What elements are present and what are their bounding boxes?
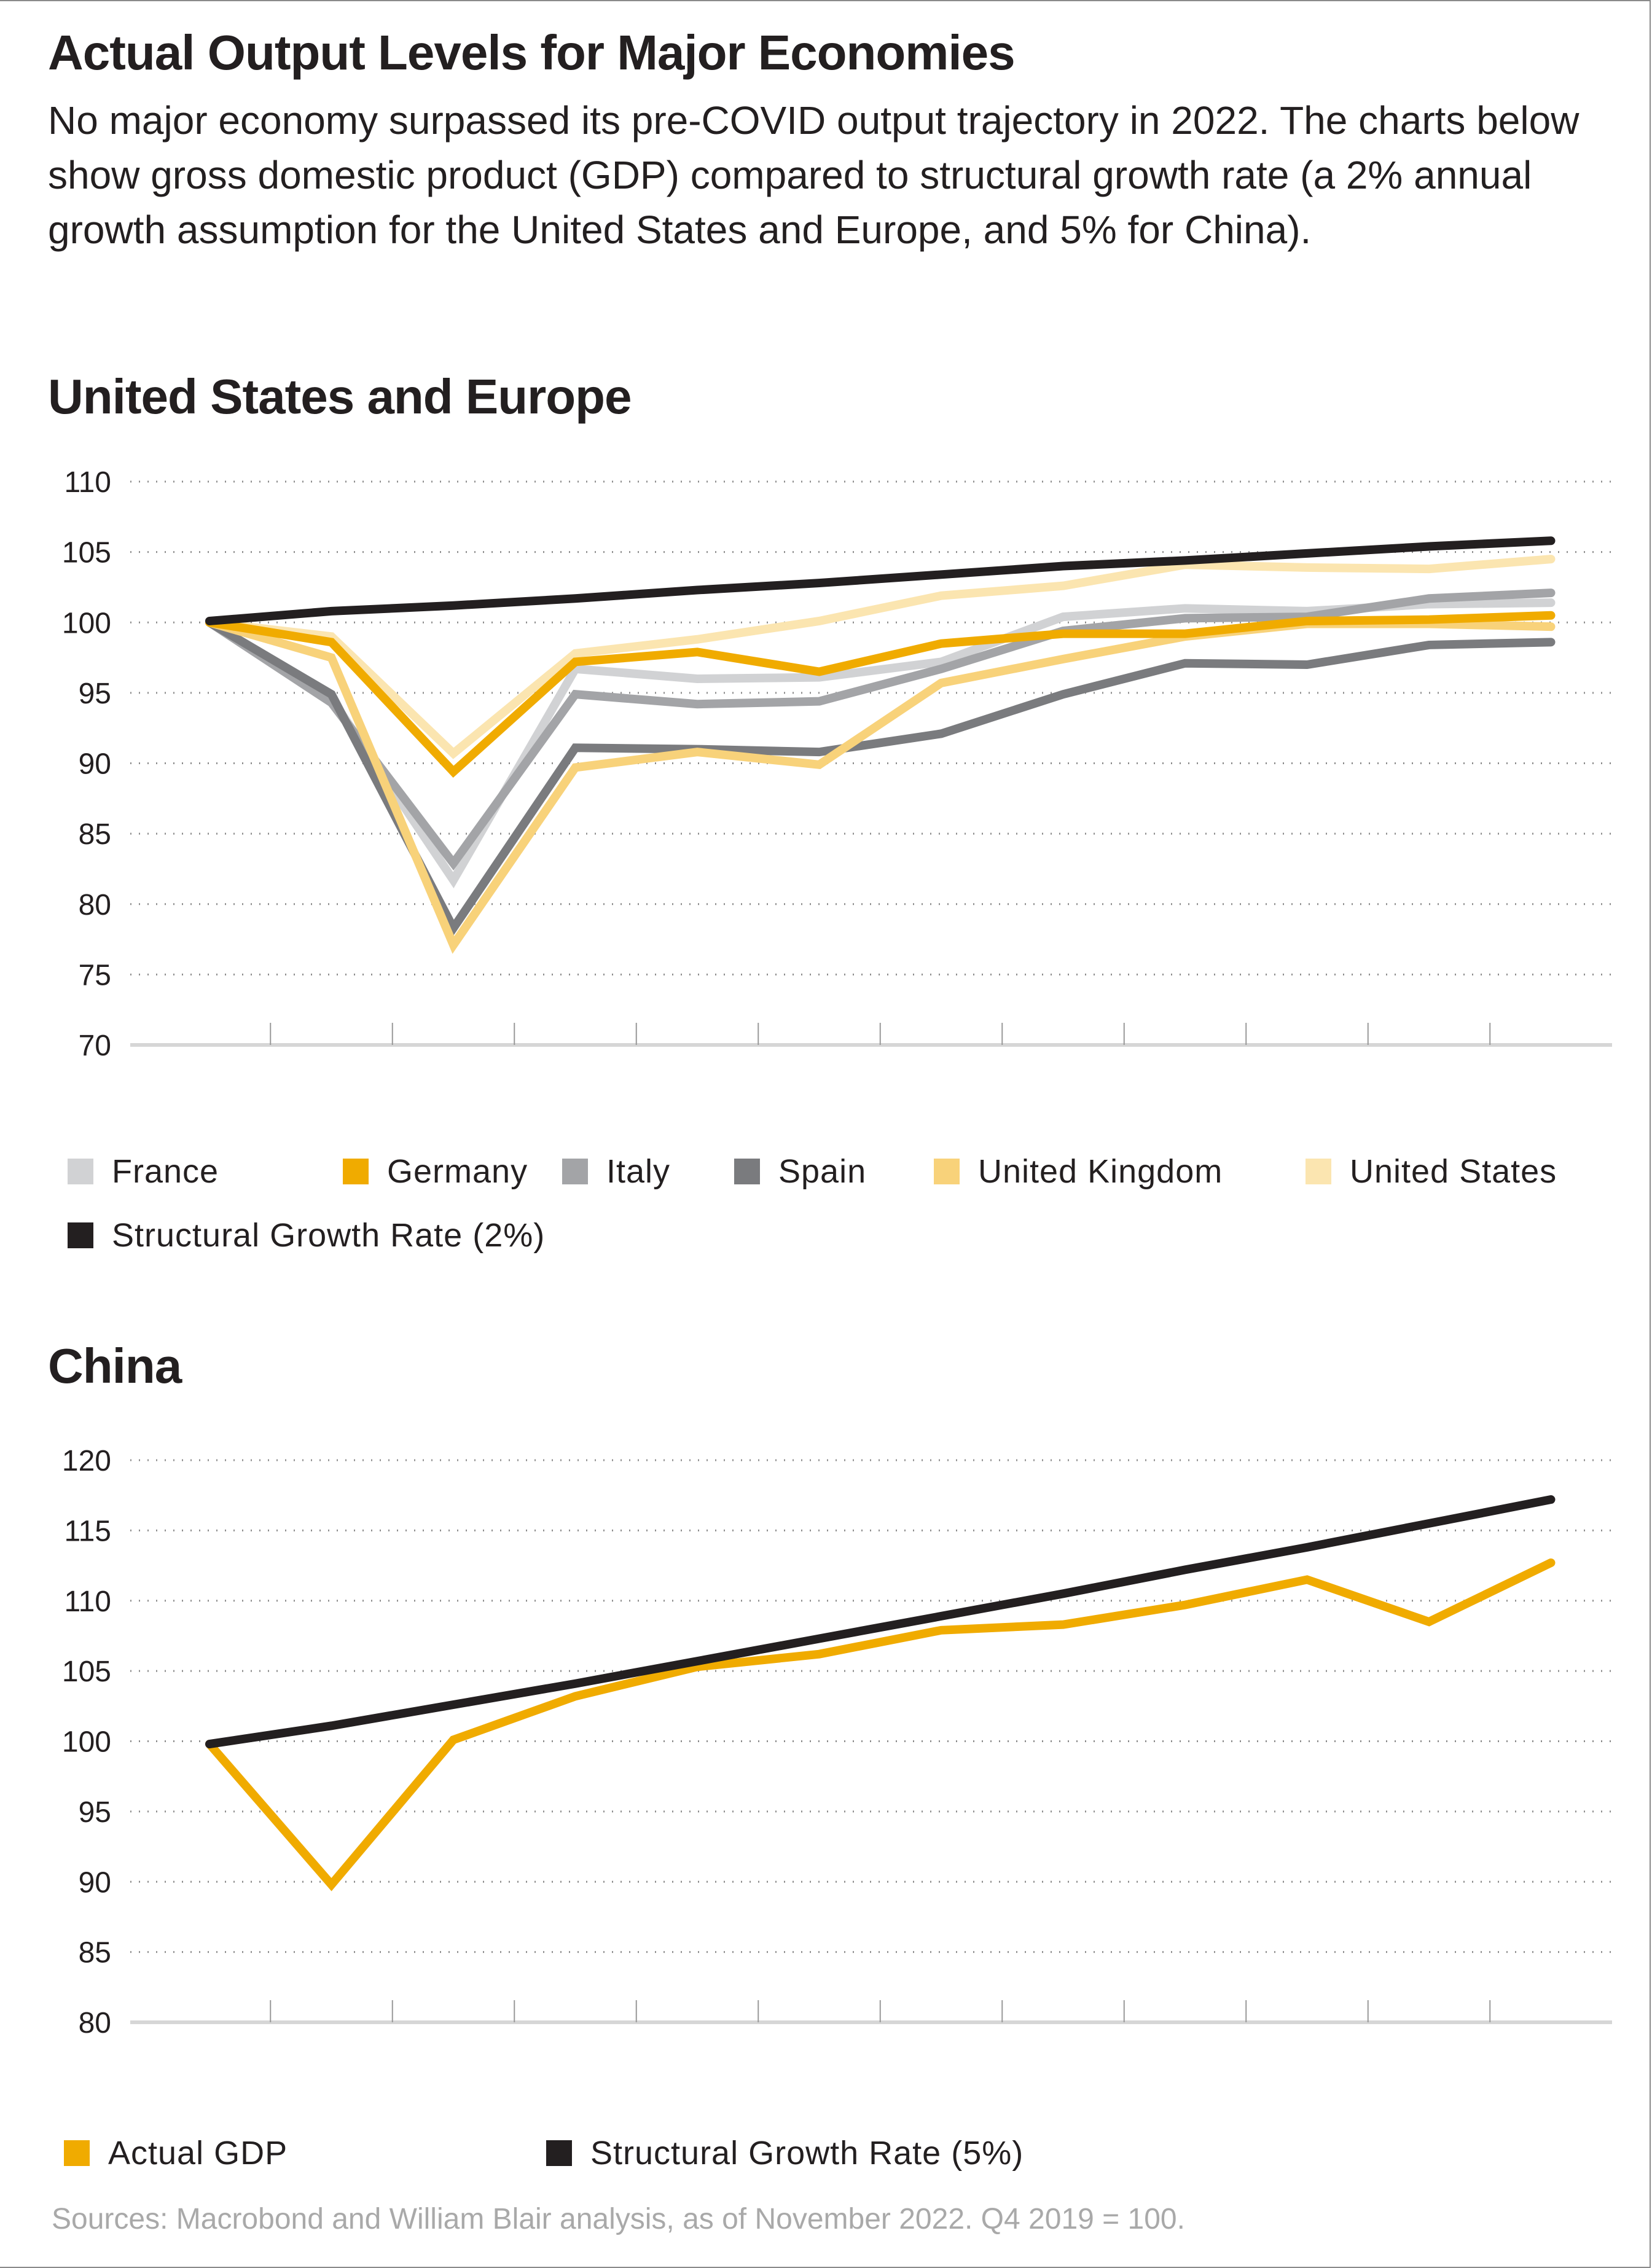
legend-item: United Kingdom: [934, 1152, 1223, 1191]
y-tick-label: 100: [62, 1726, 111, 1759]
legend-item: Structural Growth Rate (5%): [546, 2134, 1024, 2172]
legend-label: Italy: [606, 1153, 671, 1190]
y-tick-label: 80: [79, 889, 111, 921]
y-tick-label: 70: [79, 1030, 111, 1057]
y-tick-label: 95: [79, 678, 111, 710]
legend-swatch: [343, 1159, 369, 1184]
y-tick-label: 80: [79, 2007, 111, 2039]
series-line-united-states: [205, 555, 1556, 759]
legend-label: Structural Growth Rate (2%): [112, 1217, 546, 1254]
legend-swatch: [734, 1159, 760, 1184]
y-tick-label: 105: [62, 1656, 111, 1688]
legend-label: Spain: [778, 1153, 867, 1190]
us-europe-chart: 110105100959085807570Q4 2019Q1 2020Q2 20…: [62, 466, 1612, 1057]
legend-swatch: [934, 1159, 960, 1184]
legend-item: France: [68, 1152, 219, 1191]
china-chart: 12011511010510095908580Q4 2019Q1 2020Q2 …: [62, 1445, 1612, 2039]
legend-swatch: [1306, 1159, 1331, 1184]
legend-swatch: [546, 2140, 572, 2166]
legend-label: United Kingdom: [978, 1153, 1223, 1190]
y-tick-label: 85: [79, 818, 111, 851]
legend-item: Germany: [343, 1152, 528, 1191]
series-line-germany: [205, 611, 1556, 778]
legend-label: Actual GDP: [108, 2135, 288, 2172]
legend-swatch: [68, 1222, 93, 1248]
legend-item: Spain: [734, 1152, 866, 1191]
y-tick-label: 90: [79, 748, 111, 781]
legend-label: France: [112, 1153, 219, 1190]
legend-label: Structural Growth Rate (5%): [590, 2135, 1024, 2172]
y-tick-label: 100: [62, 607, 111, 639]
page-title: Actual Output Levels for Major Economies: [48, 25, 1016, 80]
chart-title-china: China: [48, 1339, 182, 1393]
page-subtitle: No major economy surpassed its pre-COVID…: [48, 98, 1580, 252]
y-tick-label: 110: [64, 1586, 111, 1618]
legend-label: Germany: [387, 1153, 528, 1190]
y-tick-label: 85: [79, 1937, 111, 1969]
legend-swatch: [64, 2140, 90, 2166]
series-line-italy: [205, 589, 1556, 871]
series-line-structural-growth-rate-5: [205, 1495, 1556, 1749]
legend-swatch: [562, 1159, 588, 1184]
legend-item: Italy: [562, 1152, 670, 1191]
series-line-actual-gdp: [205, 1558, 1556, 1891]
y-tick-label: 90: [79, 1866, 111, 1899]
y-tick-label: 95: [79, 1796, 111, 1829]
series-line-structural-growth-rate-2: [205, 536, 1556, 625]
legend-item: Actual GDP: [64, 2134, 288, 2172]
legend-item: United States: [1306, 1152, 1557, 1191]
legend-swatch: [68, 1159, 93, 1184]
source-note: Sources: Macrobond and William Blair ana…: [52, 2203, 1185, 2235]
y-tick-label: 110: [64, 466, 111, 499]
y-tick-label: 120: [62, 1445, 111, 1477]
legend-item: Structural Growth Rate (2%): [68, 1216, 545, 1254]
y-tick-label: 75: [79, 959, 111, 991]
legend-label: United States: [1350, 1153, 1557, 1190]
y-tick-label: 115: [64, 1515, 111, 1547]
y-tick-label: 105: [62, 537, 111, 569]
chart-title-us-europe: United States and Europe: [48, 369, 632, 424]
